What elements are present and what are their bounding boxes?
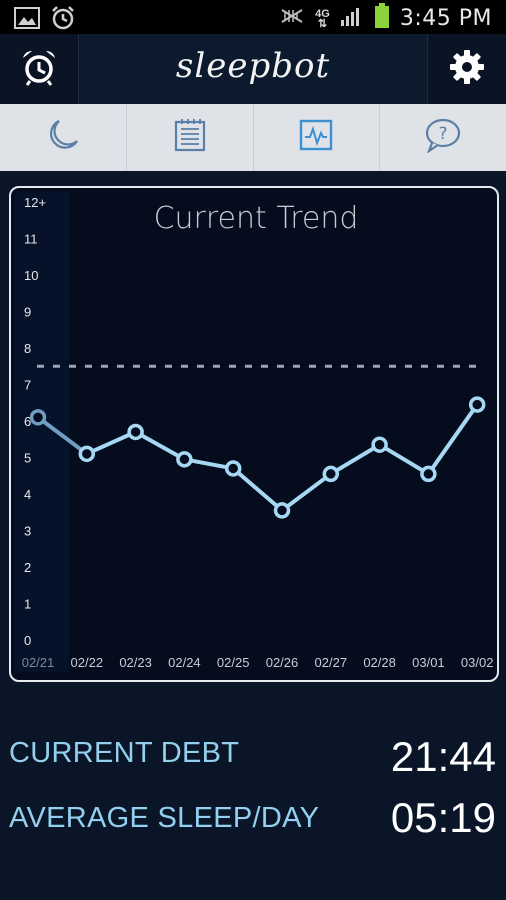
data-point [29,409,47,426]
series-segment [426,402,480,476]
gear-icon [448,48,486,91]
x-tick-label: 02/24 [168,655,201,670]
current-debt-label: CURRENT DEBT [9,737,240,769]
settings-button[interactable] [427,34,506,104]
x-tick-label: 03/02 [461,655,494,670]
data-point [176,451,193,468]
y-tick-label: 10 [24,268,38,283]
x-tick-label: 02/25 [217,655,250,670]
series-segment [280,471,333,513]
series-segment [182,457,236,471]
svg-text:?: ? [439,124,448,144]
y-tick-label: 3 [24,524,31,539]
moon-icon [45,117,81,158]
data-point [224,460,242,477]
series-segment [133,429,187,462]
y-tick-label: 4 [24,487,31,502]
signal-icon [340,5,364,32]
series-segment [36,415,89,456]
alarm-icon [50,5,76,36]
app-bar: sleepbot [0,34,506,104]
series-segment [377,442,431,476]
series-segment [231,466,284,513]
tab-sleep[interactable] [0,104,127,171]
y-tick-label: 0 [24,633,31,648]
y-tick-label: 8 [24,341,31,356]
mute-icon [279,6,305,31]
data-point [322,465,340,483]
chart-title: Current Trend [154,201,359,236]
x-tick-label: 02/21 [22,655,55,670]
log-icon [172,117,208,158]
average-sleep-label: AVERAGE SLEEP/DAY [9,802,320,834]
help-icon: ? [424,117,462,158]
network-indicator: 4G ⇅ [315,7,330,30]
status-bar: 4G ⇅ 3:45 PM [0,0,506,34]
tab-bar: ? [0,104,506,171]
data-point [273,502,291,519]
image-icon [14,7,40,34]
app-logo: sleepbot [175,46,331,86]
x-tick-label: 02/27 [315,655,348,670]
data-point [420,465,437,483]
alarm-button[interactable] [0,34,79,104]
series-segment [328,442,382,476]
x-tick-label: 02/23 [119,655,152,670]
trend-chart: Current Trend 0 1 2 3 4 5 6 7 8 9 10 11 12+ 02/21 02/… [9,186,499,682]
x-tick-label: 03/01 [412,655,445,670]
trend-icon [298,117,334,158]
battery-icon [374,3,390,34]
y-tick-label: 9 [24,305,31,320]
y-tick-label: 12+ [24,195,46,210]
x-tick-label: 02/28 [363,655,396,670]
tab-trend[interactable] [254,104,381,171]
data-point [127,423,144,441]
alarm-clock-icon [20,48,58,91]
series-segment [84,429,138,456]
y-tick-label: 1 [24,597,31,612]
y-tick-label: 5 [24,451,31,466]
tab-log[interactable] [127,104,254,171]
average-sleep-value: 05:19 [390,794,496,841]
clock: 3:45 PM [399,6,492,31]
x-tick-label: 02/26 [266,655,299,670]
y-tick-label: 6 [24,414,31,429]
y-tick-label: 7 [24,378,31,393]
y-tick-label: 2 [24,560,31,575]
data-point [371,436,388,453]
tab-help[interactable]: ? [380,104,506,171]
x-tick-label: 02/22 [71,655,104,670]
data-point [468,396,486,413]
y-tick-label: 11 [24,232,38,247]
current-debt-value: 21:44 [390,733,496,780]
data-point [78,445,96,463]
trend-chart-plot: Current Trend 0 1 2 3 4 5 6 7 8 9 10 11 12+ 02/21 02/… [15,192,494,672]
